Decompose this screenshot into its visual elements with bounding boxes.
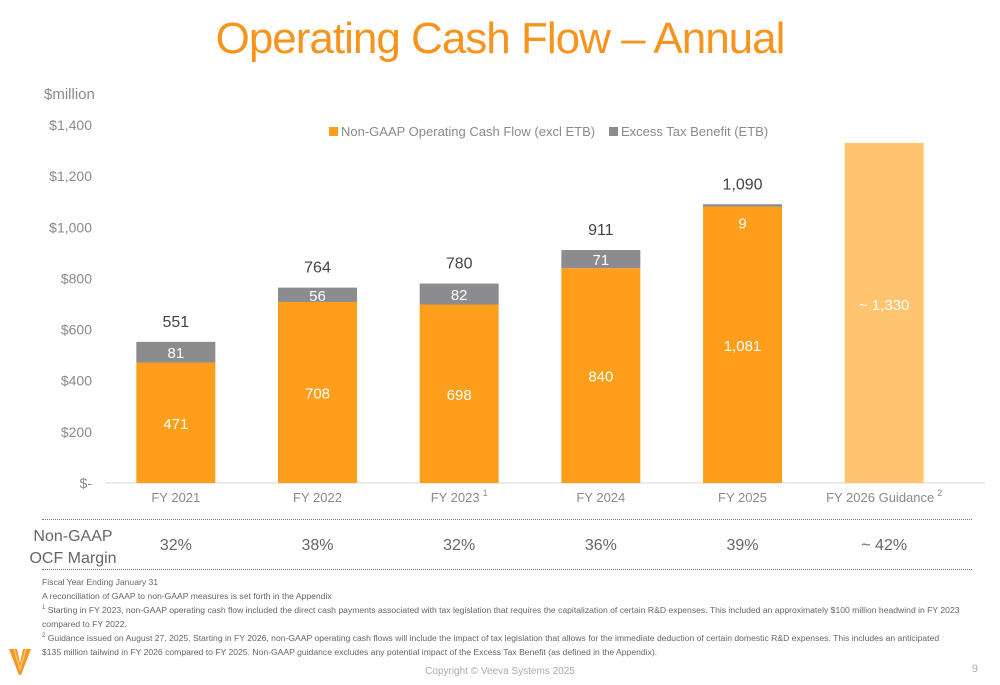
data-label-non-gaap: 471 bbox=[163, 416, 188, 433]
note-fiscal-year: Fiscal Year Ending January 31 bbox=[42, 577, 159, 587]
footnote-1-mark: 1 bbox=[42, 605, 46, 612]
data-label-etb: 82 bbox=[451, 287, 468, 304]
bar-excess-tax-benefit bbox=[278, 287, 357, 302]
bar-non-gaap-ocf bbox=[561, 268, 641, 483]
bar-non-gaap-ocf bbox=[703, 206, 782, 483]
margin-value: 32% bbox=[159, 537, 192, 554]
divider-bottom bbox=[42, 569, 972, 570]
bar-excess-tax-benefit bbox=[136, 341, 216, 363]
stacked-bar-chart: $- $200 $400 $600 $800 $1,000 $1,200 $1,400 471 8… bbox=[49, 117, 985, 505]
footnote-marker: 1 bbox=[483, 488, 488, 498]
veeva-logo-icon bbox=[9, 648, 31, 675]
data-label-non-gaap: 1,081 bbox=[724, 338, 762, 355]
divider-top bbox=[42, 519, 972, 520]
footnotes: Fiscal Year Ending January 31 A reconcil… bbox=[42, 575, 960, 659]
footnote-2: 2 Guidance issued on August 27, 2025. St… bbox=[42, 631, 960, 659]
y-tick-label: $1,200 bbox=[49, 168, 92, 184]
data-label-total: 1,090 bbox=[722, 176, 762, 193]
copyright: Copyright © Veeva Systems 2025 bbox=[425, 666, 575, 677]
y-tick-label: $- bbox=[80, 475, 93, 491]
data-label-guidance: ~ 1,330 bbox=[859, 297, 909, 314]
margin-value: 38% bbox=[301, 537, 334, 554]
footnote-2-mark: 2 bbox=[42, 633, 46, 640]
legend-swatch-etb bbox=[609, 127, 618, 136]
margin-value: 39% bbox=[726, 537, 759, 554]
data-label-non-gaap: 708 bbox=[305, 385, 330, 402]
data-label-etb: 71 bbox=[592, 252, 609, 269]
y-tick-label: $200 bbox=[61, 424, 92, 440]
data-label-etb: 56 bbox=[309, 288, 326, 305]
data-label-total: 551 bbox=[162, 314, 189, 331]
y-tick-label: $800 bbox=[61, 270, 92, 286]
page-title: Operating Cash Flow – Annual bbox=[215, 14, 786, 63]
bar-guidance bbox=[844, 142, 924, 483]
bar-non-gaap-ocf bbox=[278, 301, 357, 483]
margin-value: 36% bbox=[584, 537, 617, 554]
x-tick-label: FY 2021 bbox=[151, 490, 200, 505]
y-tick-label: $600 bbox=[61, 322, 92, 338]
bar-excess-tax-benefit bbox=[703, 204, 782, 207]
note-reconciliation: A reconciliation of GAAP to non-GAAP mea… bbox=[42, 591, 332, 601]
data-label-total: 764 bbox=[304, 260, 331, 277]
bar-excess-tax-benefit bbox=[561, 250, 641, 269]
unit-label: $million bbox=[44, 86, 95, 103]
data-label-total: 780 bbox=[446, 256, 473, 273]
x-tick-label: FY 2022 bbox=[293, 490, 342, 505]
data-label-etb: 9 bbox=[738, 216, 746, 233]
footnote-1: 1 Starting in FY 2023, non-GAAP operatin… bbox=[42, 603, 960, 631]
legend-label-non-gaap: Non-GAAP Operating Cash Flow (excl ETB) bbox=[341, 124, 595, 139]
bar-excess-tax-benefit bbox=[419, 283, 499, 305]
margin-label-line2: OCF Margin bbox=[29, 550, 117, 567]
y-tick-label: $400 bbox=[61, 373, 92, 389]
bar-non-gaap-ocf bbox=[419, 304, 499, 483]
data-label-non-gaap: 698 bbox=[447, 387, 472, 404]
data-label-total: 911 bbox=[588, 222, 614, 239]
y-tick-label: $1,400 bbox=[49, 117, 92, 133]
margin-value: ~ 42% bbox=[861, 537, 908, 554]
footnote-marker: 2 bbox=[937, 488, 942, 498]
bar-non-gaap-ocf bbox=[136, 362, 216, 483]
legend-swatch-non-gaap bbox=[329, 127, 338, 136]
x-tick-label: FY 2026 Guidance 2 bbox=[826, 488, 942, 505]
legend-label-etb: Excess Tax Benefit (ETB) bbox=[621, 124, 768, 139]
y-tick-label: $1,000 bbox=[49, 219, 92, 235]
page-number: 9 bbox=[971, 663, 978, 675]
data-label-etb: 81 bbox=[167, 345, 184, 362]
footnote-2-text: Guidance issued on August 27, 2025. Star… bbox=[42, 633, 940, 657]
margin-value: 32% bbox=[443, 537, 476, 554]
x-tick-label: FY 2025 bbox=[718, 490, 767, 505]
margin-label-line1: Non-GAAP bbox=[33, 528, 113, 545]
x-tick-label: FY 2023 1 bbox=[431, 488, 488, 505]
margin-row-label: Non-GAAP OCF Margin bbox=[28, 526, 118, 570]
footnote-1-text: Starting in FY 2023, non-GAAP operating … bbox=[42, 605, 960, 629]
x-tick-label: FY 2024 bbox=[576, 490, 625, 505]
data-label-non-gaap: 840 bbox=[588, 369, 613, 386]
